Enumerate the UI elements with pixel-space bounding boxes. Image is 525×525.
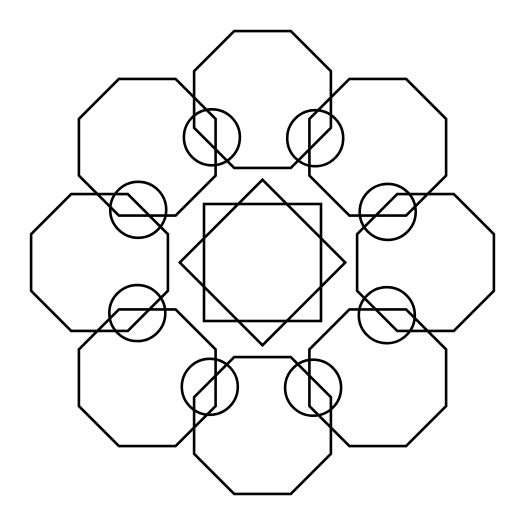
octagon [308, 77, 448, 217]
octagon [192, 29, 333, 170]
center-square-upright [202, 202, 323, 323]
octagon [77, 308, 217, 448]
square-group [177, 177, 348, 348]
circle [180, 357, 240, 417]
circle [357, 285, 417, 345]
circle [108, 283, 167, 343]
octagon [355, 192, 496, 333]
octagon [77, 77, 217, 217]
circle [283, 358, 343, 418]
center-square-diamond [177, 177, 348, 348]
circle [358, 182, 418, 242]
circle [182, 108, 242, 167]
octagon [29, 192, 170, 333]
octagon [192, 355, 333, 496]
circle [285, 108, 345, 168]
octagon [308, 308, 448, 448]
circle-group [108, 108, 418, 418]
octagon-group [29, 29, 496, 496]
circle [108, 180, 168, 240]
